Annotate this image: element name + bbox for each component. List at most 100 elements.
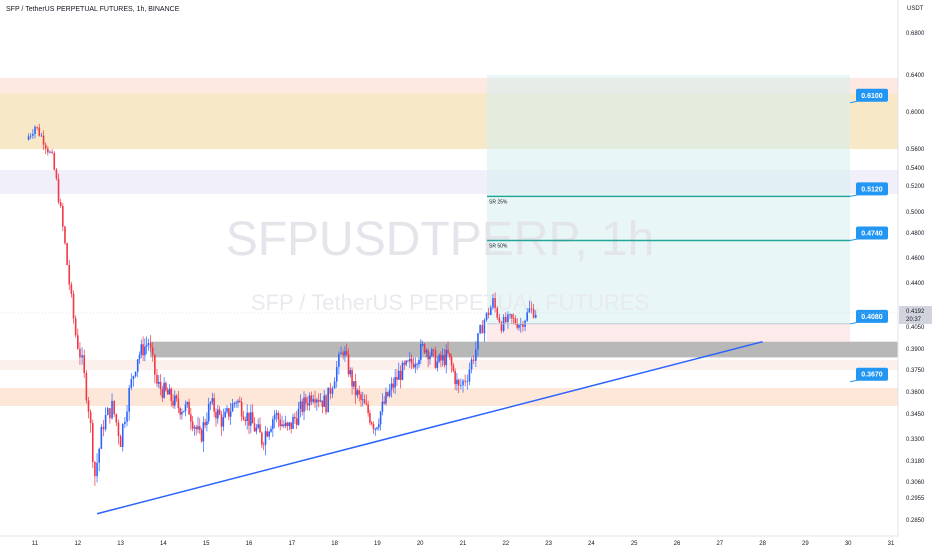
candle-body: [327, 387, 329, 413]
target-value: 0.6100: [861, 93, 883, 100]
candle-body: [410, 358, 413, 364]
candle-body: [294, 416, 296, 419]
candle-body: [64, 226, 66, 244]
candle-body: [409, 358, 411, 362]
candle-body: [314, 399, 316, 403]
candle-body: [156, 374, 158, 384]
price-tick-label: 0.3180: [906, 459, 925, 465]
candle-body: [235, 402, 237, 404]
candle-body: [81, 355, 83, 358]
candle-body: [454, 370, 456, 385]
candle-body: [438, 354, 440, 362]
target-area: [487, 75, 850, 324]
candle-body: [207, 404, 210, 422]
candle-body: [416, 364, 418, 365]
candle-body: [340, 352, 342, 355]
candle-body: [104, 414, 107, 430]
candle-body: [392, 383, 395, 388]
candle-body: [479, 325, 481, 334]
target-value: 0.4080: [861, 314, 883, 321]
candle-body: [279, 419, 281, 427]
candle-body: [119, 436, 122, 447]
candle-body: [358, 390, 361, 395]
date-tick-label: 27: [716, 541, 723, 547]
price-tick-label: 0.5400: [906, 166, 925, 172]
candle-body: [295, 418, 298, 425]
candle-body: [356, 390, 359, 396]
candle-body: [498, 317, 501, 323]
trendline: [96, 340, 763, 515]
target-box: [856, 88, 888, 102]
candle-body: [240, 401, 243, 417]
candle-body: [468, 369, 471, 382]
candle-body: [464, 380, 466, 382]
price-tick-label: 0.5000: [906, 210, 925, 216]
candle-body: [418, 359, 420, 365]
candle-body: [374, 428, 377, 430]
price-tick-label: 0.6800: [906, 31, 925, 37]
candle-body: [396, 377, 398, 380]
candle-body: [481, 325, 484, 334]
candle-body: [47, 148, 49, 153]
candle-body: [130, 379, 133, 388]
candle-body: [496, 308, 499, 318]
candle-body: [136, 359, 139, 372]
candle-body: [423, 343, 426, 353]
candle-body: [70, 284, 73, 294]
annotation-label: SR 25%: [489, 199, 508, 205]
candle-body: [140, 344, 143, 355]
price-tick-label: 0.3600: [906, 390, 925, 396]
candle-body: [166, 390, 169, 395]
candle-body: [319, 400, 322, 402]
candle-body: [36, 126, 38, 128]
price-tick-label: 0.5600: [906, 147, 925, 153]
target-box: [856, 226, 888, 240]
candle-body: [378, 424, 380, 428]
candle-body: [228, 408, 230, 417]
candle-body: [405, 360, 407, 365]
candle-body: [312, 399, 314, 402]
date-tick-label: 30: [845, 541, 852, 547]
target-value: 0.5120: [861, 186, 883, 193]
countdown-label: 20:37: [906, 317, 922, 323]
candle-body: [407, 360, 409, 362]
candle-body: [237, 400, 239, 403]
candle-body: [306, 403, 309, 406]
candle-body: [452, 365, 455, 371]
candle-body: [403, 362, 406, 365]
candle-body: [475, 349, 477, 361]
candle-body: [91, 423, 94, 463]
candles-layer: [27, 123, 537, 487]
candle-body: [211, 398, 214, 403]
last-price-label: 0.4192: [906, 309, 925, 315]
candle-body: [55, 169, 58, 179]
candle-body: [436, 361, 439, 368]
candle-body: [425, 350, 428, 353]
candle-body: [209, 402, 212, 405]
candle-body: [215, 411, 217, 419]
candle-body: [217, 409, 219, 419]
price-tick-label: 0.2955: [906, 496, 925, 502]
candle-body: [388, 389, 391, 397]
date-tick-label: 28: [759, 541, 766, 547]
price-unit-label: USDT: [907, 6, 924, 12]
support-zone: [150, 341, 898, 358]
candle-body: [229, 411, 232, 417]
candle-body: [259, 424, 261, 433]
candle-body: [32, 134, 34, 136]
candle-body: [147, 343, 150, 345]
candle-body: [262, 444, 265, 446]
candle-body: [98, 448, 100, 463]
price-tick-label: 0.6400: [906, 73, 925, 79]
candle-body: [443, 355, 446, 366]
candle-body: [145, 344, 148, 347]
candle-body: [239, 400, 241, 402]
candle-body: [505, 316, 507, 323]
candle-body: [338, 354, 340, 367]
candle-body: [372, 424, 375, 429]
candle-body: [168, 388, 171, 395]
candle-body: [283, 424, 285, 426]
candle-body: [335, 366, 338, 382]
